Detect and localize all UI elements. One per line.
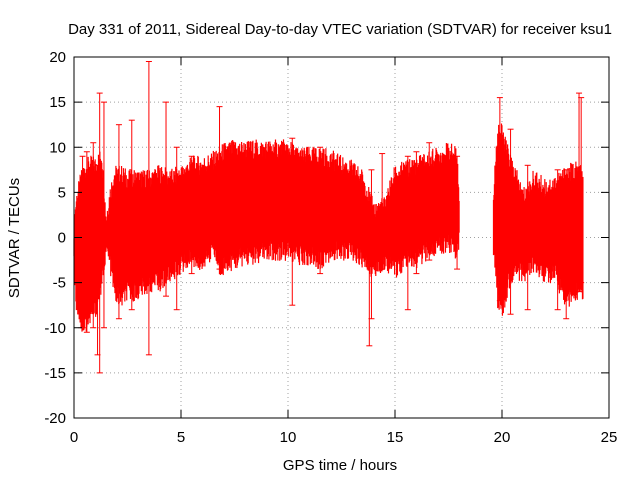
x-tick-labels: 0 5 10 15 20 25 <box>70 429 618 446</box>
y-tick-labels: -20 -15 -10 -5 0 5 10 15 20 <box>44 49 66 427</box>
x-axis-label: GPS time / hours <box>283 457 397 474</box>
data-series <box>73 61 585 374</box>
y-tick-label: 0 <box>58 230 66 247</box>
x-tick-label: 15 <box>387 429 404 446</box>
x-tick-label: 10 <box>280 429 297 446</box>
axis-ticks <box>73 56 610 419</box>
y-tick-label: 20 <box>49 49 66 66</box>
y-tick-label: 10 <box>49 139 66 156</box>
chart-title: Day 331 of 2011, Sidereal Day-to-day VTE… <box>68 21 612 38</box>
y-tick-label: -15 <box>44 365 66 382</box>
y-tick-label: -20 <box>44 410 66 427</box>
x-tick-label: 25 <box>601 429 618 446</box>
y-tick-label: 5 <box>58 184 66 201</box>
y-tick-label: -10 <box>44 320 66 337</box>
x-tick-label: 20 <box>494 429 511 446</box>
x-tick-label: 5 <box>177 429 185 446</box>
y-axis-label: SDTVAR / TECUs <box>6 178 23 298</box>
y-tick-label: 15 <box>49 94 66 111</box>
y-tick-label: -5 <box>53 275 66 292</box>
x-tick-label: 0 <box>70 429 78 446</box>
